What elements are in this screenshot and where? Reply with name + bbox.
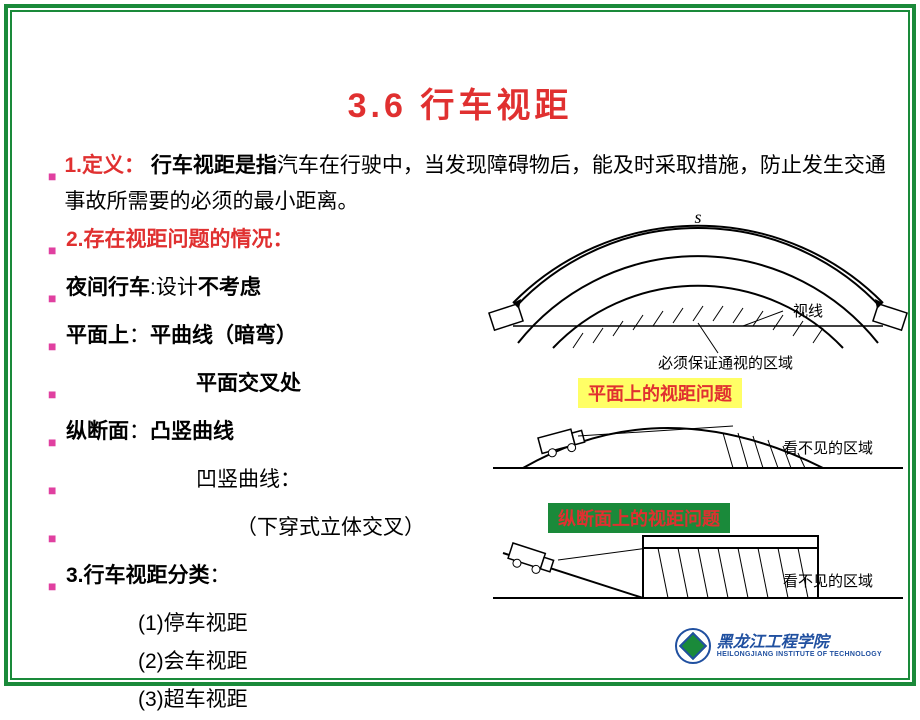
bullet-icon: ■ — [48, 232, 58, 268]
sight-line-label: 视线 — [793, 303, 823, 320]
bullet-icon: ■ — [48, 328, 58, 364]
sit-prefix: 纵断面 — [66, 420, 129, 443]
sit-bold: 平面交叉处 — [196, 366, 301, 402]
bullet-icon: ■ — [48, 158, 56, 194]
sit-bold: 凸竖曲线 — [150, 420, 234, 443]
situation-item: ■ （下穿式立体交叉） — [48, 510, 528, 556]
sit-bold: 不考虑 — [198, 276, 261, 299]
slide-title: 3.6 行车视距 — [8, 78, 912, 127]
sight-distance-diagram: s 视线 必须保证通视的区域 — [483, 208, 913, 628]
def-bold: 距是指 — [214, 154, 277, 177]
logo-cn: 黑龙江工程学院 — [717, 635, 882, 651]
situation-item: ■ 凹竖曲线： — [48, 462, 528, 508]
convex-profile-diagram: 看不见的区域 — [493, 426, 903, 468]
bullet-icon: ■ — [48, 520, 58, 556]
situation-item: ■ 平面上：平曲线（暗弯） — [48, 318, 528, 364]
def-prefix: 行车视 — [151, 154, 214, 177]
sit-sep: ： — [129, 324, 150, 347]
sit-plain: 凹竖曲线： — [196, 462, 301, 498]
invisible-label-1: 看不见的区域 — [783, 440, 873, 457]
sit-bold: 平曲线（暗弯） — [150, 324, 297, 347]
class-item: (1)停车视距 — [138, 606, 528, 642]
situations-label: 2.存在视距问题的情况： — [66, 222, 294, 258]
situations-list: ■ 夜间行车:设计不考虑 ■ 平面上：平曲线（暗弯） ■ 平面交叉处 ■ — [48, 270, 528, 718]
situation-item: ■ 夜间行车:设计不考虑 — [48, 270, 528, 316]
sit-sep: ： — [129, 420, 150, 443]
situation-item: ■ 纵断面：凸竖曲线 — [48, 414, 528, 460]
concave-profile-diagram: 看不见的区域 — [493, 536, 903, 598]
plan-view-diagram: s 视线 必须保证通视的区域 — [489, 208, 907, 372]
class-item: (3)超车视距 — [138, 682, 528, 718]
region-label: 必须保证通视的区域 — [658, 355, 793, 372]
sit-paren: （下穿式立体交叉） — [236, 510, 425, 546]
sit-pre: 设计 — [156, 276, 198, 299]
invisible-label-2: 看不见的区域 — [783, 573, 873, 590]
sit-prefix: 夜间行车 — [66, 276, 150, 299]
logo-en: HEILONGJIANG INSTITUTE OF TECHNOLOGY — [717, 651, 882, 658]
class-suffix: ： — [210, 564, 231, 587]
bullet-icon: ■ — [48, 376, 58, 412]
sit-prefix: 平面上 — [66, 324, 129, 347]
logo-text: 黑龙江工程学院 HEILONGJIANG INSTITUTE OF TECHNO… — [717, 635, 882, 658]
slide-frame: 3.6 行车视距 ■ 1.定义： 行车视距是指汽车在行驶中，当发现障碍物后，能及… — [4, 4, 916, 686]
situation-item: ■ 平面交叉处 — [48, 366, 528, 412]
s-label: s — [694, 208, 701, 227]
caption-plan: 平面上的视距问题 — [578, 378, 742, 408]
logo-emblem-icon — [675, 628, 711, 664]
caption-profile: 纵断面上的视距问题 — [548, 503, 730, 533]
bullet-icon: ■ — [48, 280, 58, 316]
bullet-icon: ■ — [48, 472, 58, 508]
diagram-area: s 视线 必须保证通视的区域 — [483, 208, 913, 628]
bullet-icon: ■ — [48, 568, 58, 604]
institution-logo: 黑龙江工程学院 HEILONGJIANG INSTITUTE OF TECHNO… — [675, 628, 882, 664]
bullet-icon: ■ — [48, 424, 58, 460]
class-label: 3.行车视距分类 — [66, 564, 210, 587]
class-item: (2)会车视距 — [138, 644, 528, 680]
def-label: 1.定义： — [64, 154, 145, 177]
classification-header: ■ 3.行车视距分类： — [48, 558, 528, 604]
